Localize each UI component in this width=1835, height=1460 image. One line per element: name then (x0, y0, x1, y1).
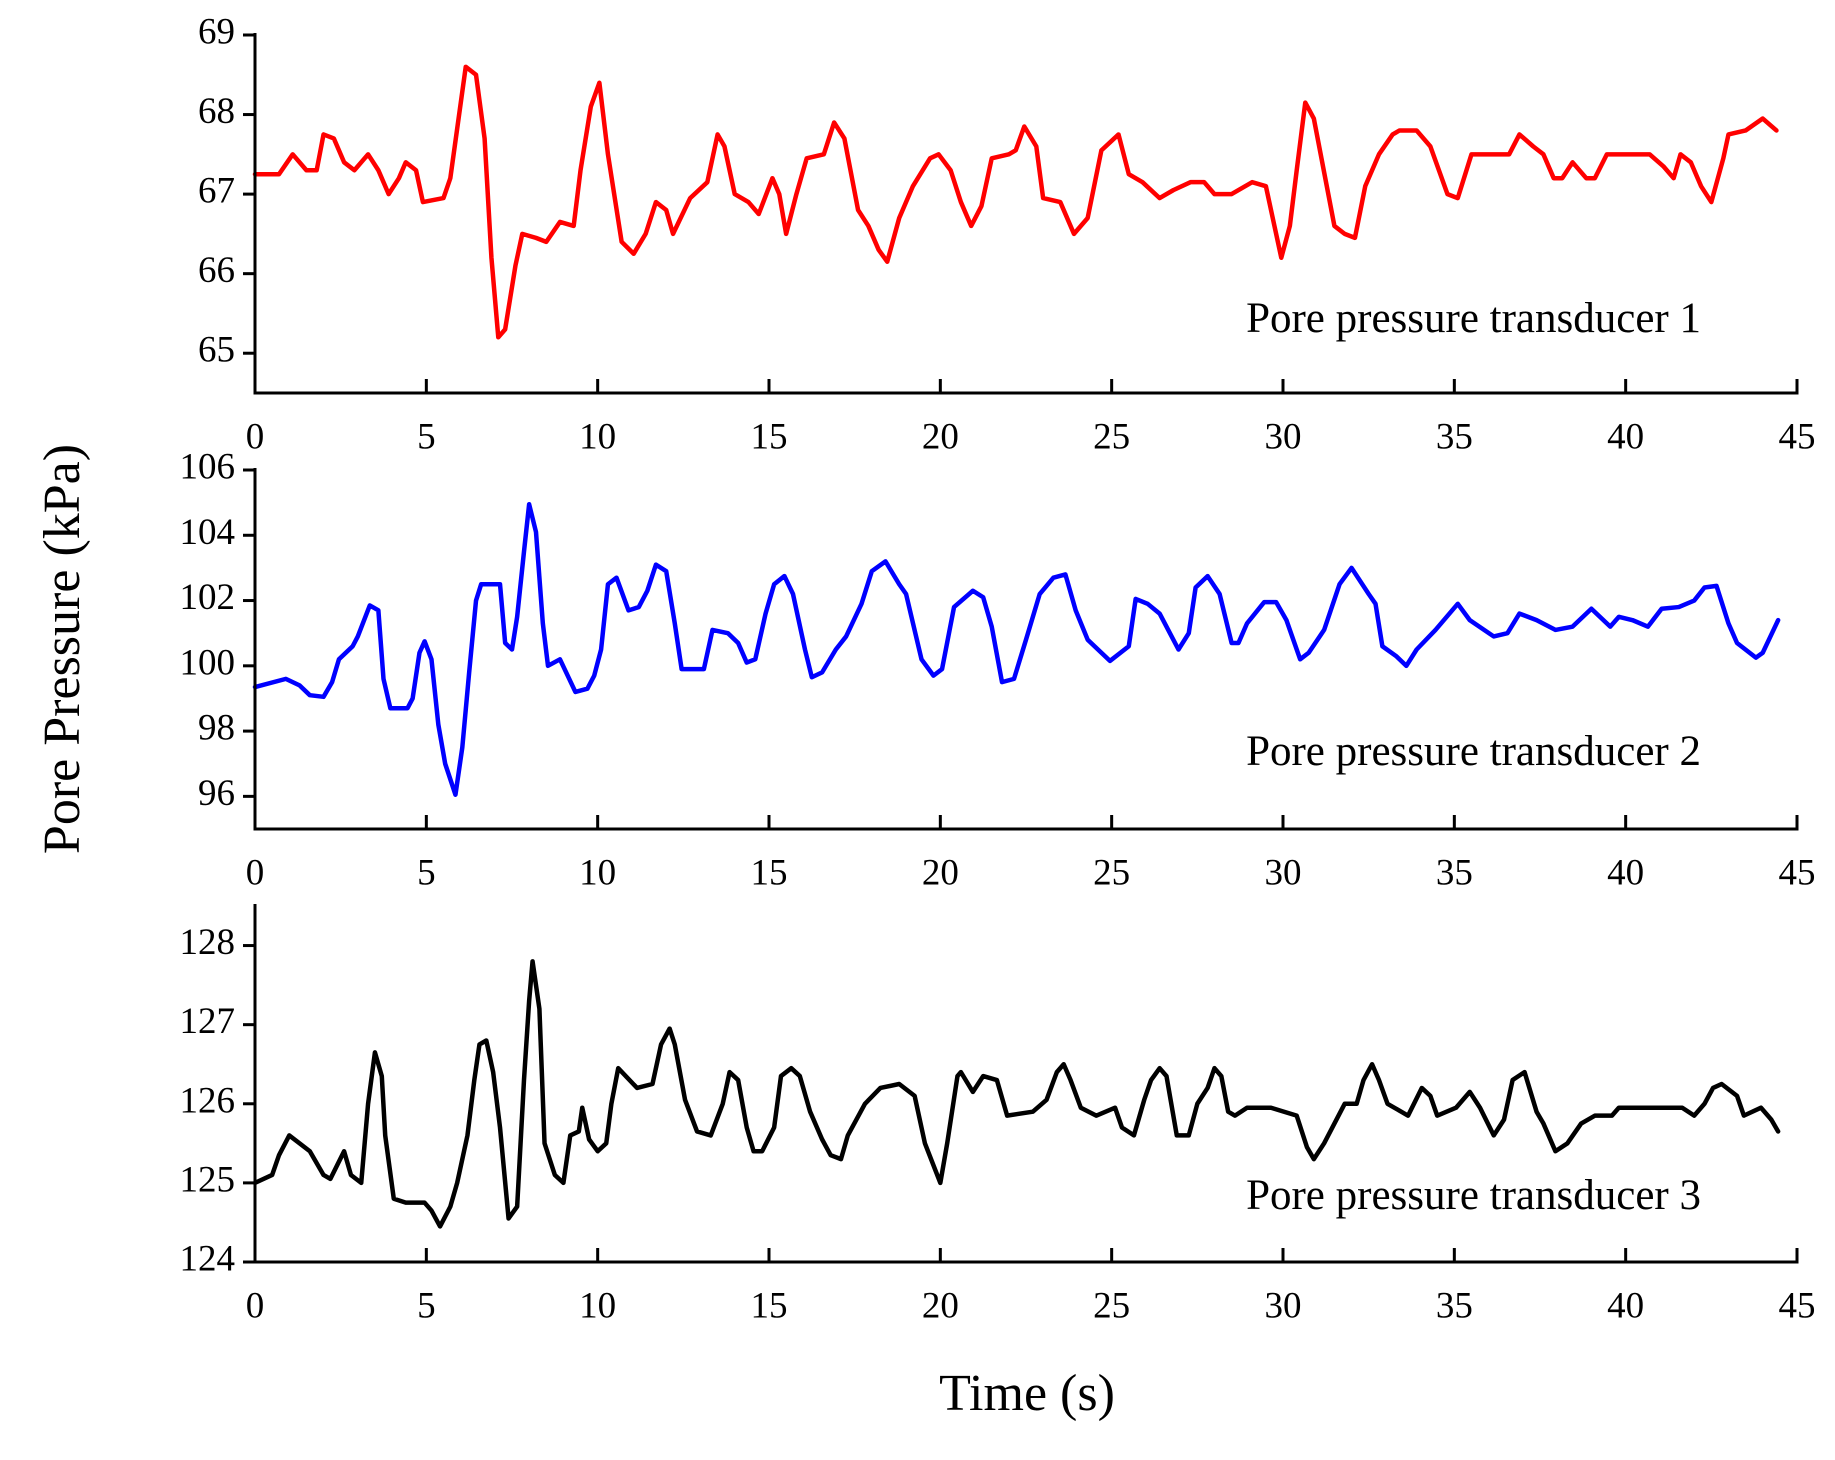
x-tick-label: 0 (246, 416, 265, 457)
x-tick-label: 30 (1265, 416, 1302, 457)
x-tick-label: 45 (1779, 852, 1816, 893)
y-tick-label: 69 (198, 11, 235, 52)
y-tick-label: 104 (180, 512, 236, 553)
y-tick-label: 106 (180, 446, 236, 487)
series-label: Pore pressure transducer 3 (1246, 1172, 1701, 1219)
y-tick-label: 127 (180, 1001, 236, 1042)
x-tick-label: 30 (1265, 852, 1302, 893)
x-tick-label: 10 (579, 416, 616, 457)
x-tick-label: 40 (1607, 852, 1644, 893)
x-tick-label: 25 (1093, 416, 1130, 457)
y-tick-label: 102 (180, 577, 236, 618)
data-line (252, 502, 1781, 797)
x-axis-label: Time (s) (939, 1365, 1115, 1422)
y-tick-label: 124 (180, 1238, 236, 1279)
data-line (252, 959, 1781, 1229)
x-tick-label: 35 (1436, 416, 1473, 457)
y-tick-label: 66 (198, 250, 235, 291)
y-tick-label: 125 (180, 1159, 236, 1200)
x-tick-label: 20 (922, 852, 959, 893)
x-tick-label: 10 (579, 852, 616, 893)
y-tick-label: 96 (198, 773, 235, 814)
x-tick-label: 40 (1607, 1285, 1644, 1326)
x-tick-label: 15 (751, 1285, 788, 1326)
x-tick-label: 0 (246, 852, 265, 893)
x-tick-label: 45 (1779, 1285, 1816, 1326)
x-tick-label: 10 (579, 1285, 616, 1326)
y-axis-label: Pore Pressure (kPa) (34, 444, 91, 854)
y-tick-label: 100 (180, 642, 236, 683)
y-tick-label: 67 (198, 171, 235, 212)
x-tick-label: 20 (922, 1285, 959, 1326)
x-tick-label: 30 (1265, 1285, 1302, 1326)
x-tick-label: 5 (417, 1285, 436, 1326)
y-tick-label: 128 (180, 922, 236, 963)
x-tick-label: 35 (1436, 852, 1473, 893)
y-tick-label: 68 (198, 91, 235, 132)
x-tick-label: 40 (1607, 416, 1644, 457)
data-line (252, 64, 1779, 340)
y-tick-label: 65 (198, 330, 235, 371)
x-tick-label: 5 (417, 416, 436, 457)
series-label: Pore pressure transducer 2 (1246, 728, 1701, 775)
x-tick-label: 35 (1436, 1285, 1473, 1326)
x-tick-label: 45 (1779, 416, 1816, 457)
x-tick-label: 15 (751, 416, 788, 457)
y-tick-label: 98 (198, 708, 235, 749)
x-tick-label: 25 (1093, 1285, 1130, 1326)
y-tick-label: 126 (180, 1080, 236, 1121)
x-tick-label: 5 (417, 852, 436, 893)
x-tick-label: 25 (1093, 852, 1130, 893)
x-tick-label: 15 (751, 852, 788, 893)
x-tick-label: 0 (246, 1285, 265, 1326)
x-tick-label: 20 (922, 416, 959, 457)
series-label: Pore pressure transducer 1 (1246, 295, 1701, 342)
